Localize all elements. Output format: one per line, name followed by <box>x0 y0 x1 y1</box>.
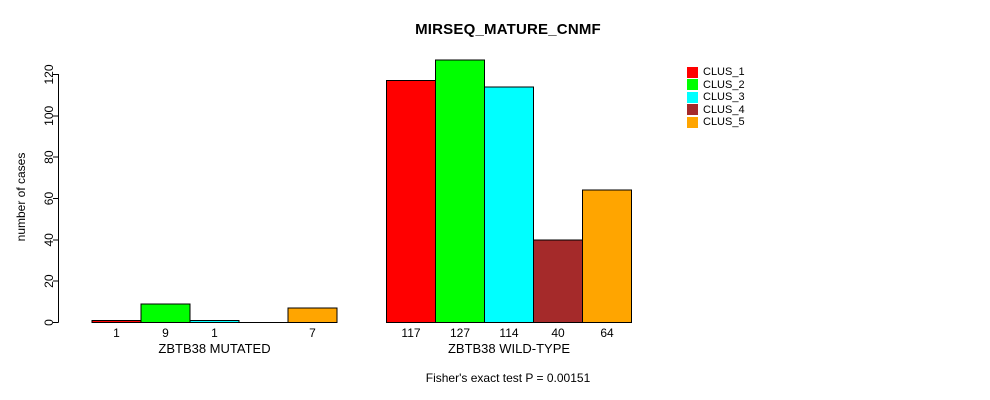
bar <box>91 319 142 323</box>
legend-label: CLUS_5 <box>703 116 745 129</box>
bar-value-label: 40 <box>551 326 565 340</box>
legend: CLUS_1 CLUS_2 CLUS_3 CLUS_4 CLUS_5 <box>687 66 745 129</box>
legend-swatch <box>687 79 698 91</box>
y-tick-label: 20 <box>42 274 56 288</box>
bar <box>189 319 240 323</box>
bar <box>435 59 485 324</box>
y-tick-label: 80 <box>42 150 56 164</box>
bar <box>386 80 436 323</box>
bar <box>484 86 534 324</box>
legend-swatch <box>687 66 698 78</box>
y-tick-label: 40 <box>42 233 56 247</box>
legend-swatch <box>687 104 698 116</box>
bar-value-label: 114 <box>499 326 518 340</box>
legend-label: CLUS_1 <box>703 66 745 79</box>
legend-item: CLUS_5 <box>687 116 745 129</box>
group-label: ZBTB38 WILD-TYPE <box>448 341 570 356</box>
y-tick-label: 60 <box>42 192 56 206</box>
bar <box>582 189 632 323</box>
legend-label: CLUS_2 <box>703 78 745 91</box>
bar-value-label: 9 <box>162 326 169 340</box>
chart-title: MIRSEQ_MATURE_CNMF <box>415 21 601 38</box>
legend-label: CLUS_4 <box>703 103 745 116</box>
y-tick-label: 100 <box>42 106 56 126</box>
y-axis-label: number of cases <box>14 153 28 242</box>
y-tick-label: 0 <box>42 319 56 326</box>
bar-value-label: 64 <box>600 326 614 340</box>
bar <box>287 307 338 323</box>
legend-item: CLUS_4 <box>687 104 745 117</box>
y-tick-label: 120 <box>42 64 56 84</box>
legend-item: CLUS_1 <box>687 66 745 79</box>
group-label: ZBTB38 MUTATED <box>158 341 270 356</box>
bar <box>140 303 191 323</box>
legend-item: CLUS_2 <box>687 79 745 92</box>
fisher-test-annotation: Fisher's exact test P = 0.00151 <box>425 371 591 385</box>
legend-swatch <box>687 116 698 128</box>
legend-item: CLUS_3 <box>687 91 745 104</box>
bar-value-label: 117 <box>401 326 420 340</box>
legend-swatch <box>687 91 698 103</box>
bar-value-label: 1 <box>211 326 218 340</box>
bar-value-label: 127 <box>450 326 470 340</box>
bar <box>533 239 583 323</box>
bar-value-label: 7 <box>309 326 316 340</box>
bar-value-label: 1 <box>113 326 120 340</box>
legend-label: CLUS_3 <box>703 91 745 104</box>
